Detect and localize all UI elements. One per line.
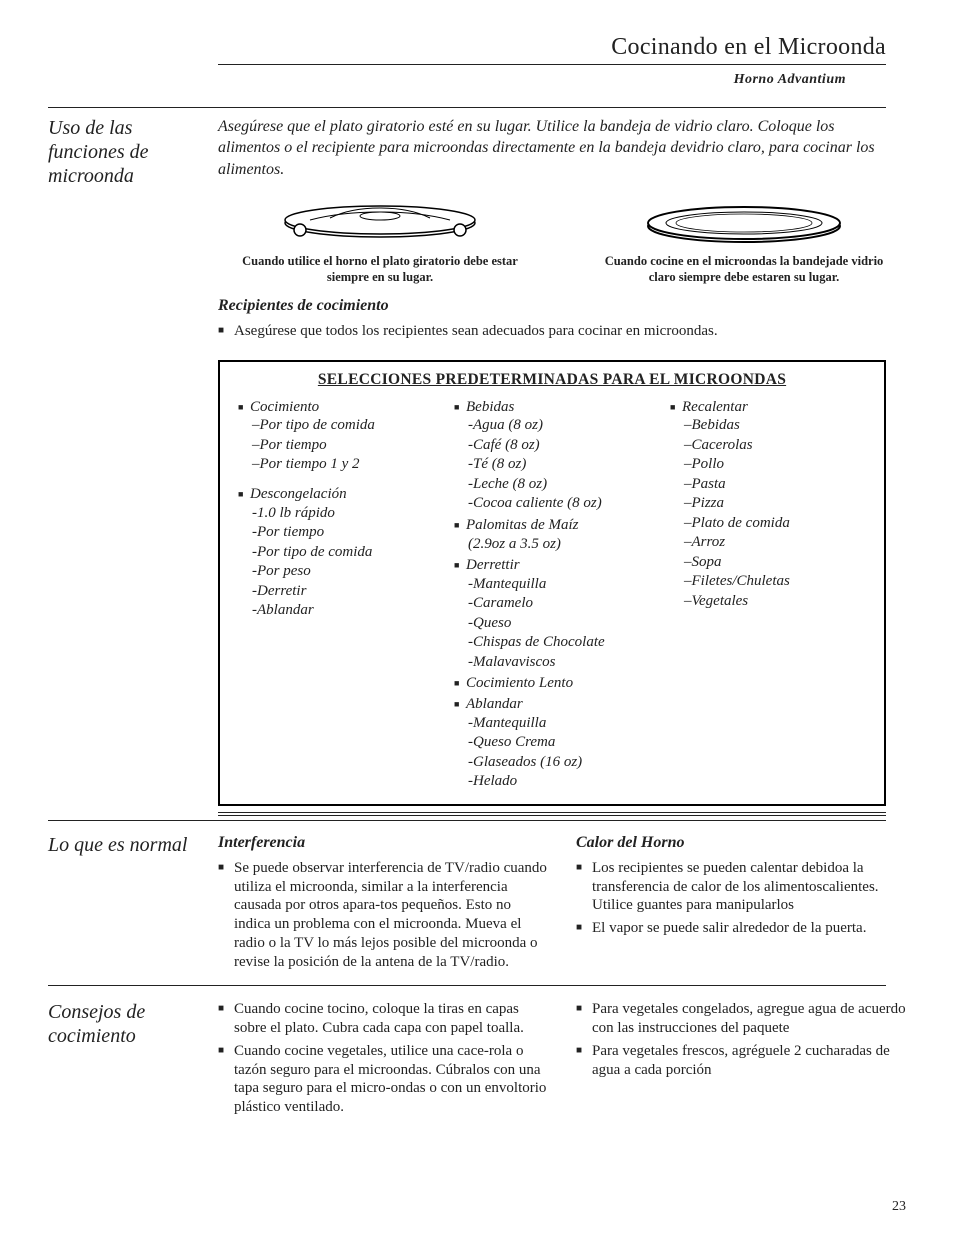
preset-item: -Queso <box>468 614 650 634</box>
subheading-recipientes: Recipientes de cocimiento <box>218 296 906 316</box>
preset-item: -Cocoa caliente (8 oz) <box>468 494 650 514</box>
preset-column-2: Bebidas -Agua (8 oz) -Café (8 oz) -Té (8… <box>454 396 650 792</box>
preset-item: –Bebidas <box>684 416 866 436</box>
header-rule <box>218 64 886 65</box>
preset-item: -Helado <box>468 772 650 792</box>
preset-item: -Café (8 oz) <box>468 436 650 456</box>
preset-item: –Pasta <box>684 475 866 495</box>
list-item: Cuando cocine tocino, coloque la tiras e… <box>218 1000 548 1038</box>
section-rule <box>48 985 886 986</box>
page-number: 23 <box>892 1198 906 1216</box>
preset-item: –Plato de comida <box>684 514 866 534</box>
intro-text: Asegúrese que el plato giratorio esté en… <box>218 116 906 181</box>
preset-item: –Por tipo de comida <box>252 416 434 436</box>
preset-title: SELECCIONES PREDETERMINADAS PARA EL MICR… <box>238 370 866 389</box>
preset-item: -Leche (8 oz) <box>468 475 650 495</box>
preset-category: Cocimiento Lento <box>466 675 573 691</box>
preset-item: -Agua (8 oz) <box>468 416 650 436</box>
figure-turntable: Cuando utilice el horno el plato girator… <box>218 198 542 285</box>
preset-item: –Por tiempo 1 y 2 <box>252 455 434 475</box>
preset-category: Descongelación <box>250 486 347 502</box>
preset-item: -Caramelo <box>468 594 650 614</box>
subheading-calor: Calor del Horno <box>576 833 906 853</box>
preset-item: -Mantequilla <box>468 714 650 734</box>
preset-item: –Vegetales <box>684 592 866 612</box>
preset-item: -Queso Crema <box>468 733 650 753</box>
preset-item: -Por tipo de comida <box>252 543 434 563</box>
preset-selections-box: SELECCIONES PREDETERMINADAS PARA EL MICR… <box>218 360 886 806</box>
preset-item: –Cacerolas <box>684 436 866 456</box>
glass-tray-icon <box>644 198 844 248</box>
preset-column-1: Cocimiento –Por tipo de comida –Por tiem… <box>238 396 434 792</box>
figure-glass-tray: Cuando cocine en el microondas la bandej… <box>582 198 906 285</box>
preset-item: -Ablandar <box>252 601 434 621</box>
page-title: Cocinando en el Microonda <box>48 32 886 62</box>
list-item: Cuando cocine vegetales, utilice una cac… <box>218 1042 548 1117</box>
preset-item: -Té (8 oz) <box>468 455 650 475</box>
preset-item: -Derretir <box>252 582 434 602</box>
preset-category: Palomitas de Maíz <box>466 517 579 533</box>
list-item: Asegúrese que todos los recipientes sean… <box>218 322 906 341</box>
section-heading-consejos: Consejos de cocimiento <box>48 1000 206 1048</box>
section-rule <box>48 820 886 821</box>
preset-category: Bebidas <box>466 399 514 415</box>
preset-item: -Por tiempo <box>252 523 434 543</box>
list-item: Los recipientes se pueden calentar debid… <box>576 859 906 915</box>
list-item: El vapor se puede salir alrededor de la … <box>576 919 906 938</box>
preset-category: Recalentar <box>682 399 748 415</box>
preset-item: –Sopa <box>684 553 866 573</box>
list-item: Para vegetales congelados, agregue agua … <box>576 1000 906 1038</box>
preset-category: Derrettir <box>466 557 520 573</box>
turntable-icon <box>280 198 480 248</box>
preset-item: -Malavaviscos <box>468 653 650 673</box>
preset-item: (2.9oz a 3.5 oz) <box>468 535 650 555</box>
preset-category: Cocimiento <box>250 399 319 415</box>
figure-caption-2: Cuando cocine en el microondas la bandej… <box>582 254 906 285</box>
figure-caption-1: Cuando utilice el horno el plato girator… <box>218 254 542 285</box>
preset-item: -Mantequilla <box>468 575 650 595</box>
list-item: Se puede observar interferencia de TV/ra… <box>218 859 548 972</box>
header-subtitle: Horno Advantium <box>48 71 846 89</box>
list-item: Para vegetales frescos, agréguele 2 cuch… <box>576 1042 906 1080</box>
preset-item: -Glaseados (16 oz) <box>468 753 650 773</box>
preset-item: -1.0 lb rápido <box>252 504 434 524</box>
preset-item: –Pollo <box>684 455 866 475</box>
double-rule <box>218 812 886 816</box>
preset-item: -Chispas de Chocolate <box>468 633 650 653</box>
preset-item: –Arroz <box>684 533 866 553</box>
section-heading-normal: Lo que es normal <box>48 833 206 857</box>
preset-item: –Por tiempo <box>252 436 434 456</box>
section-rule <box>48 107 886 108</box>
preset-item: –Pizza <box>684 494 866 514</box>
preset-item: -Por peso <box>252 562 434 582</box>
preset-item: –Filetes/Chuletas <box>684 572 866 592</box>
preset-category: Ablandar <box>466 696 523 712</box>
subheading-interferencia: Interferencia <box>218 833 548 853</box>
preset-column-3: Recalentar –Bebidas –Cacerolas –Pollo –P… <box>670 396 866 792</box>
section-heading-uso: Uso de las funciones de microonda <box>48 116 206 188</box>
